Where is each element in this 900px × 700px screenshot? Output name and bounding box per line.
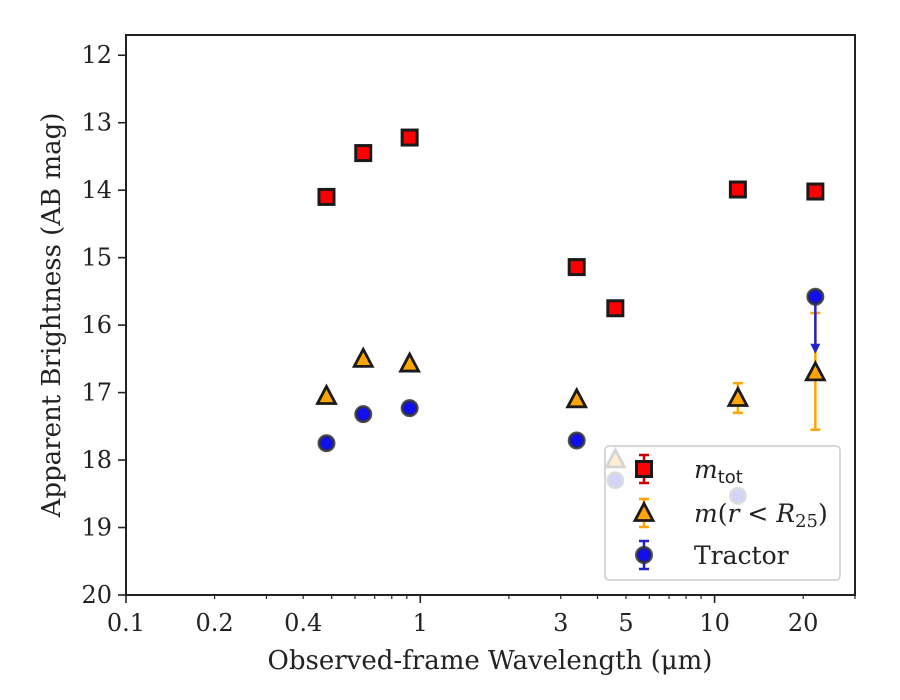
x-tick-label: 0.4 [284, 609, 322, 637]
legend-label-1: m(r < R25) [694, 499, 828, 532]
x-tick-label: 3 [553, 609, 568, 637]
x-axis-ticks: 0.1 0.2 0.4 1 3 5 10 20 [107, 595, 856, 637]
m-tot-point [354, 144, 373, 163]
legend-box [604, 445, 841, 581]
x-tick-label: 20 [788, 609, 819, 637]
m-r-r25-point [398, 351, 421, 373]
m-r-r25-point [804, 359, 827, 382]
x-axis-label: Observed-frame Wavelength (μm) [268, 646, 713, 676]
legend-marker-0 [635, 460, 653, 478]
legend-marker-1 [632, 500, 656, 522]
y-tick-label: 16 [81, 311, 112, 339]
legend-marker-2 [635, 546, 653, 564]
x-tick-label: 1 [413, 609, 428, 637]
m-tot-point [728, 180, 747, 199]
m-tot-point [317, 187, 336, 206]
m-r-r25-point [315, 383, 338, 405]
y-tick-label: 18 [81, 446, 112, 474]
m-r-r25-point [726, 385, 750, 407]
tractor-point [317, 434, 336, 453]
tractor-limit-arrow [810, 343, 821, 354]
legend-label-0: mtot [694, 455, 743, 488]
tractor-point [354, 405, 373, 424]
tractor-point [400, 399, 419, 418]
legend-label-2: Tractor [694, 541, 789, 570]
m-tot-point [400, 128, 419, 147]
legend: mtot m(r < R25) Tractor [604, 445, 841, 581]
tractor-point [567, 431, 586, 450]
m-r-r25-point [565, 386, 589, 409]
x-tick-label: 0.1 [107, 609, 145, 637]
y-axis-label: Apparent Brightness (AB mag) [37, 113, 67, 519]
x-tick-label: 0.2 [196, 609, 234, 637]
y-tick-label: 15 [81, 244, 112, 272]
m-tot-point [567, 258, 586, 277]
data-marks [315, 128, 827, 505]
y-tick-label: 17 [81, 379, 112, 407]
y-tick-label: 13 [81, 109, 112, 137]
m-r-r25-point [351, 346, 375, 368]
y-axis-ticks: 12 13 14 15 16 17 18 19 20 [81, 41, 126, 609]
x-tick-label: 5 [618, 609, 633, 637]
tractor-point [806, 287, 825, 306]
y-tick-label: 20 [81, 581, 112, 609]
y-tick-label: 19 [81, 514, 112, 542]
plot-frame [125, 34, 856, 596]
m-tot-point [806, 182, 825, 201]
x-tick-label: 10 [699, 609, 730, 637]
y-tick-label: 14 [81, 176, 112, 204]
m-tot-point [606, 299, 625, 318]
y-tick-label: 12 [81, 41, 112, 69]
